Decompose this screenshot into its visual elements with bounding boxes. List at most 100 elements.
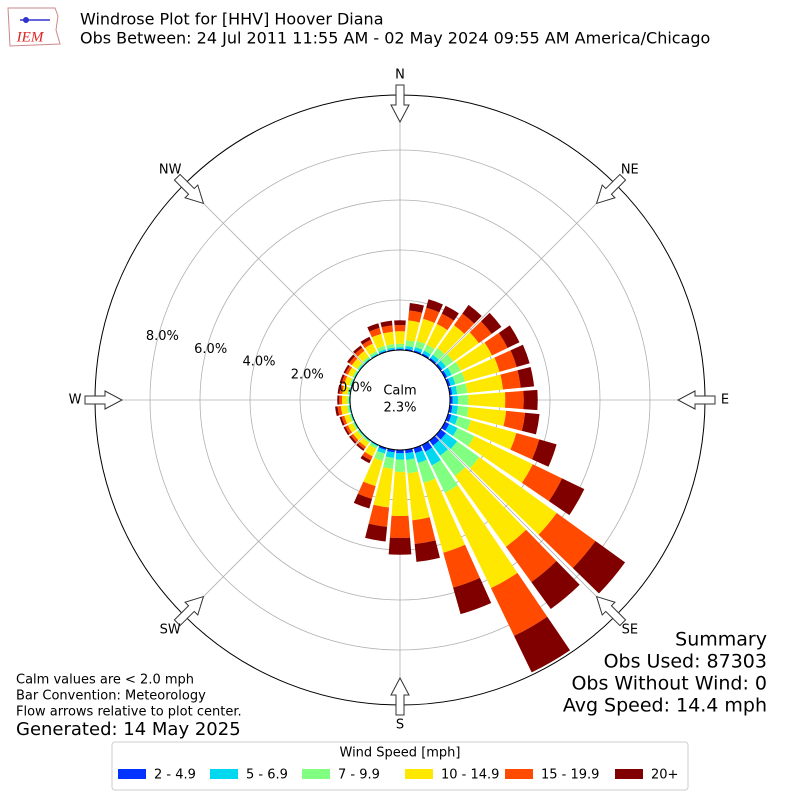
summary-text: Obs Without Wind: 0 — [571, 673, 767, 695]
legend-swatch — [505, 769, 533, 779]
wind-bar-segment — [394, 320, 406, 326]
wind-bar-segment — [396, 449, 404, 454]
wind-bar-segment — [357, 441, 367, 450]
wind-bar-segment — [364, 444, 377, 457]
calm-value: 2.3% — [383, 401, 416, 416]
wind-bar-segment — [349, 378, 354, 387]
wind-bar-segment — [408, 310, 423, 323]
footnote: Calm values are < 2.0 mph — [16, 673, 194, 688]
wind-bar-segment — [452, 372, 466, 385]
wind-bar-segment — [381, 325, 394, 334]
wind-bar-segment — [432, 348, 445, 360]
wind-bar-segment — [376, 345, 386, 352]
wind-bar-segment — [349, 413, 354, 422]
wind-bar-segment — [365, 523, 388, 542]
legend-label: 7 - 9.9 — [338, 768, 380, 783]
wind-bar-segment — [342, 385, 349, 395]
wind-bar-segment — [443, 544, 480, 588]
wind-bar-segment — [344, 376, 352, 386]
wind-bar-segment — [440, 433, 458, 450]
wind-bar-segment — [466, 406, 507, 427]
wind-bar-segment — [394, 331, 406, 344]
wind-bar-segment — [352, 422, 358, 430]
calm-circle — [349, 349, 451, 451]
wind-bar-segment — [369, 351, 378, 358]
wind-bar-segment — [353, 493, 373, 509]
legend-label: 5 - 6.9 — [246, 768, 288, 783]
wind-bar-segment — [514, 616, 571, 673]
legend-label: 2 - 4.9 — [154, 768, 196, 783]
compass-label: E — [721, 393, 729, 408]
wind-bar-segment — [437, 325, 465, 355]
wind-bar-segment — [357, 429, 364, 437]
wind-bar-segment — [436, 313, 454, 331]
wind-bar-segment — [355, 347, 365, 357]
wind-bar-segment — [415, 450, 427, 464]
wind-bar-segment — [349, 387, 352, 395]
wind-bar-segment — [348, 396, 350, 404]
wind-bar-segment — [363, 457, 383, 487]
wind-bar-segment — [370, 441, 379, 447]
wind-bar-segment — [391, 471, 409, 516]
wind-bar-segment — [380, 320, 393, 328]
flow-arrow — [84, 390, 124, 410]
wind-bar-segment — [377, 447, 386, 454]
r-tick-label: 8.0% — [146, 329, 179, 344]
plot-area: Calm 2.3% 0.0% 2.0% 4.0% 6.0% 8.0% N NE E SE S SW W NW — [69, 68, 730, 733]
legend-label: 20+ — [651, 768, 678, 783]
wind-bar-segment — [350, 413, 354, 422]
legend-title: Wind Speed [mph] — [340, 746, 461, 761]
summary-text: Avg Speed: 14.4 mph — [563, 695, 767, 717]
wind-bar-segment — [503, 410, 526, 431]
wind-bar-segment — [364, 343, 377, 356]
wind-bar-segment — [347, 387, 351, 395]
wind-bar-segment — [425, 447, 441, 466]
wind-bar-segment — [395, 453, 405, 460]
legend-swatch — [405, 769, 433, 779]
radial-line — [435, 184, 616, 365]
wind-bar-segment — [447, 362, 461, 375]
wind-bar-segment — [342, 395, 348, 405]
wind-bar-segment — [343, 364, 350, 374]
logo-text: IEM — [16, 29, 45, 45]
radial-line — [184, 435, 365, 616]
wind-bar-segment — [440, 449, 466, 477]
wind-bar-segment — [462, 304, 482, 324]
radial-line — [184, 184, 365, 365]
wind-bar-segment — [353, 371, 359, 379]
wind-bar-segment — [347, 405, 351, 414]
legend-label: 10 - 14.9 — [441, 768, 499, 783]
wind-bar-segment — [484, 332, 508, 356]
wind-bar-segment — [353, 345, 363, 354]
wind-bar-segment — [455, 383, 468, 395]
wind-bar-segment — [416, 318, 435, 344]
logo: IEM — [7, 7, 61, 47]
legend-swatch — [615, 769, 643, 779]
wind-bar-segment — [456, 405, 469, 417]
wind-bar-segment — [437, 360, 447, 370]
wind-bar-segment — [430, 354, 440, 363]
wind-bar-segment — [461, 357, 500, 382]
wind-bar-segment — [504, 390, 524, 410]
wind-bar-segment — [360, 336, 371, 345]
r-tick-label: 6.0% — [194, 342, 227, 357]
wind-bar-segment — [414, 347, 423, 353]
wind-bar-segment — [347, 354, 356, 364]
wind-bar-segment — [387, 448, 395, 453]
wind-bar-segment — [340, 405, 349, 415]
wind-bar-segment — [350, 433, 359, 443]
wind-bar-segment — [440, 354, 454, 367]
wind-bar-segment — [441, 305, 459, 321]
wind-bar-segment — [406, 458, 419, 474]
wind-bar-segment — [450, 441, 480, 469]
wind-bar-segment — [405, 340, 415, 348]
summary-text: Summary — [675, 629, 767, 651]
wind-bar-segment — [572, 540, 626, 594]
wind-bar-segment — [490, 572, 548, 636]
wind-bar-segment — [339, 395, 343, 405]
wind-bar-segment — [362, 339, 373, 349]
wind-bar-segment — [452, 395, 458, 405]
wind-bar-segment — [357, 350, 369, 362]
calm-label: Calm — [383, 384, 416, 399]
wind-bar-segment — [405, 451, 415, 460]
